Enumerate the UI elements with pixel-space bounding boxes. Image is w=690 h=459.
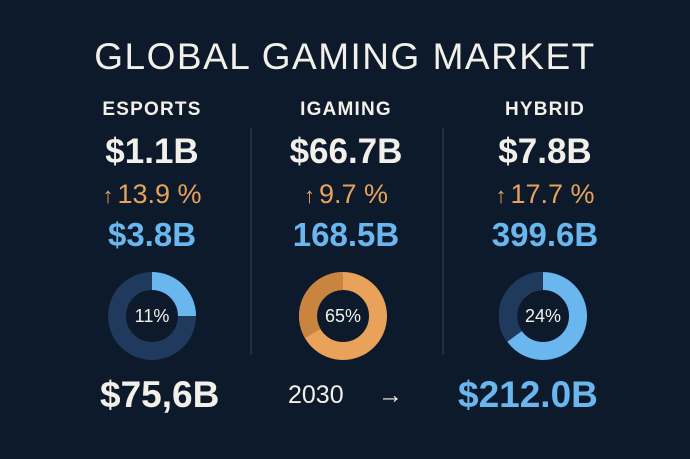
column-divider: [250, 128, 252, 355]
segment-growth: ↑ 13.9 %: [62, 176, 242, 212]
up-arrow-icon: ↑: [303, 183, 315, 208]
column-divider: [442, 128, 444, 355]
growth-value: 9.7 %: [318, 179, 389, 209]
segment-value: $7.8B: [498, 132, 592, 171]
growth-value: 17.7 %: [510, 179, 595, 209]
donut-label: 65%: [324, 306, 362, 326]
segment-esports: ESPORTS $1.1B ↑ 13.9 % $3.8B: [62, 96, 242, 258]
current-total: $75,6B: [100, 374, 220, 415]
segment-label: HYBRID: [504, 99, 586, 120]
segment-hybrid: HYBRID $7.8B ↑ 17.7 % 399.6B: [455, 96, 635, 258]
segment-label: IGAMING: [300, 99, 392, 120]
up-arrow-icon: ↑: [102, 183, 114, 208]
projection-year: 2030: [288, 381, 344, 409]
donut-hybrid: 24%: [498, 271, 587, 360]
right-arrow-icon: →: [378, 381, 403, 409]
segment-value: $1.1B: [105, 132, 199, 171]
growth-value: 13.9 %: [117, 179, 202, 209]
donut-label: 11%: [134, 306, 170, 326]
segment-value: $66.7B: [289, 132, 403, 171]
donut-chart-icon: [498, 271, 587, 360]
projected-total: $212.0B: [458, 374, 598, 415]
up-arrow-icon: ↑: [495, 183, 507, 208]
segment-igaming: IGAMING $66.7B ↑ 9.7 % 168.5B: [256, 96, 436, 258]
donut-chart-icon: [299, 272, 387, 360]
segment-label: ESPORTS: [102, 99, 202, 120]
donut-igaming: 65%: [299, 272, 387, 360]
segment-projection: 168.5B: [292, 216, 400, 253]
donut-chart-icon: [108, 272, 196, 360]
segment-projection: 399.6B: [491, 216, 599, 253]
segment-growth: ↑ 17.7 %: [455, 176, 635, 212]
donut-label: 24%: [524, 306, 562, 326]
segment-projection: $3.8B: [107, 216, 197, 253]
donut-esports: 11%: [108, 272, 196, 360]
page-title: GLOBAL GAMING MARKET: [94, 36, 596, 77]
segment-growth: ↑ 9.7 %: [256, 176, 436, 212]
